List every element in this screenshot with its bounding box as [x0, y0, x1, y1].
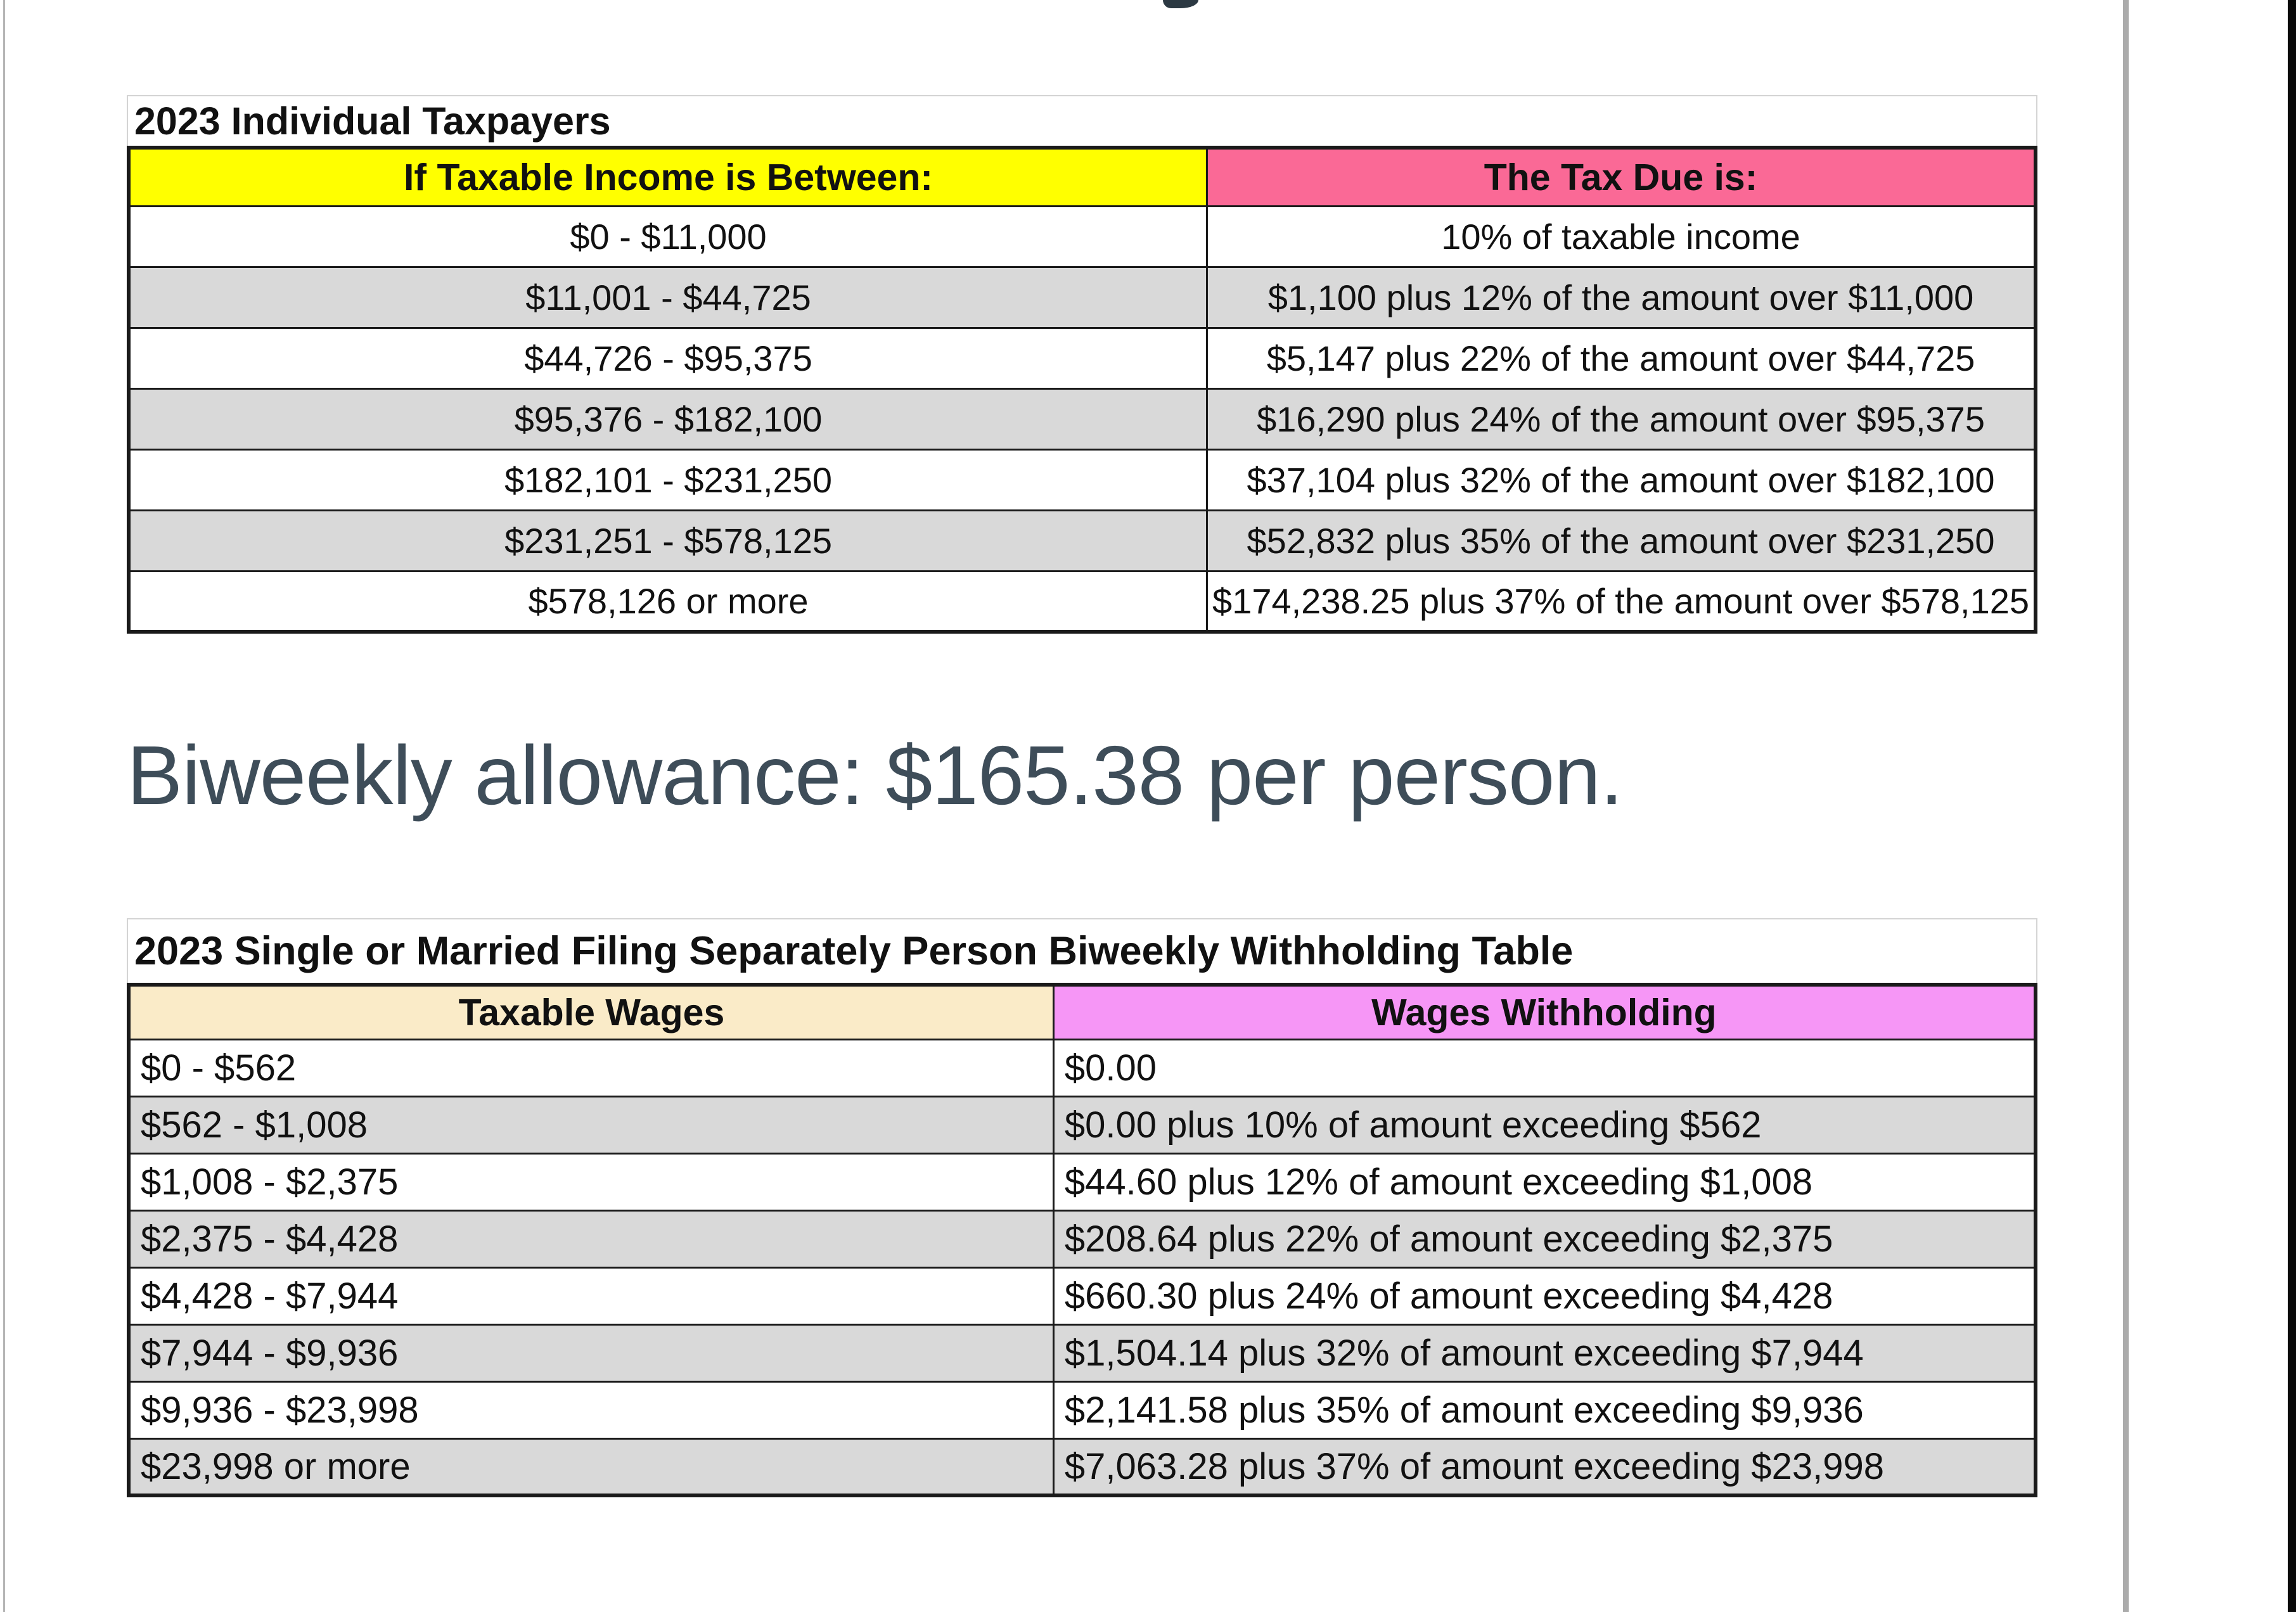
individual-tax-table-header: If Taxable Income is Between: The Tax Du… — [127, 146, 2037, 207]
column-header-taxable-income: If Taxable Income is Between: — [127, 146, 1209, 207]
table-cell: $23,998 or more — [127, 1437, 1055, 1497]
table-cell: $1,100 plus 12% of the amount over $11,0… — [1206, 265, 2037, 329]
table-row: $578,126 or more $174,238.25 plus 37% of … — [127, 570, 2037, 633]
column-header-taxable-wages: Taxable Wages — [127, 983, 1055, 1040]
table-cell: $37,104 plus 32% of the amount over $182… — [1206, 448, 2037, 511]
table-row: $7,944 - $9,936 $1,504.14 plus 32% of amo… — [127, 1323, 2037, 1383]
table-cell: $174,238.25 plus 37% of the amount over … — [1206, 570, 2037, 633]
table-row: $23,998 or more $7,063.28 plus 37% of amo… — [127, 1437, 2037, 1497]
table-row: $0 - $562 $0.00 — [127, 1038, 2037, 1097]
individual-tax-table: If Taxable Income is Between: The Tax Du… — [127, 146, 2037, 634]
table-cell: $44.60 plus 12% of amount exceeding $1,0… — [1052, 1152, 2037, 1212]
table-cell: $0.00 plus 10% of amount exceeding $562 — [1052, 1095, 2037, 1155]
table-cell: $44,726 - $95,375 — [127, 326, 1209, 390]
column-header-wages-withholding: Wages Withholding — [1052, 983, 2037, 1040]
cropped-heading-glyph-fragment — [1163, 0, 1198, 8]
table-cell: $4,428 - $7,944 — [127, 1266, 1055, 1326]
table-row: $231,251 - $578,125 $52,832 plus 35% of t… — [127, 509, 2037, 572]
table-cell: $1,008 - $2,375 — [127, 1152, 1055, 1212]
table-cell: $660.30 plus 24% of amount exceeding $4,… — [1052, 1266, 2037, 1326]
table-cell: $11,001 - $44,725 — [127, 265, 1209, 329]
table-cell: $5,147 plus 22% of the amount over $44,7… — [1206, 326, 2037, 390]
table-cell: $562 - $1,008 — [127, 1095, 1055, 1155]
table-cell: $52,832 plus 35% of the amount over $231… — [1206, 509, 2037, 572]
table-cell: 10% of taxable income — [1206, 205, 2037, 268]
table-row: $9,936 - $23,998 $2,141.58 plus 35% of am… — [127, 1380, 2037, 1440]
biweekly-allowance-heading: Biweekly allowance: $165.38 per person. — [127, 729, 1623, 822]
table-row: $11,001 - $44,725 $1,100 plus 12% of the … — [127, 265, 2037, 329]
table-row: $0 - $11,000 10% of taxable income — [127, 205, 2037, 268]
table-row: $562 - $1,008 $0.00 plus 10% of amount ex… — [127, 1095, 2037, 1155]
table-cell: $2,141.58 plus 35% of amount exceeding $… — [1052, 1380, 2037, 1440]
column-header-tax-due: The Tax Due is: — [1206, 146, 2037, 207]
table-row: $95,376 - $182,100 $16,290 plus 24% of th… — [127, 387, 2037, 451]
page-left-edge-line — [3, 0, 5, 1612]
table-cell: $578,126 or more — [127, 570, 1209, 633]
table-cell: $9,936 - $23,998 — [127, 1380, 1055, 1440]
individual-tax-table-body: $0 - $11,000 10% of taxable income $11,001… — [127, 205, 2037, 633]
table-row: $4,428 - $7,944 $660.30 plus 24% of amoun… — [127, 1266, 2037, 1326]
table-cell: $231,251 - $578,125 — [127, 509, 1209, 572]
withholding-table-header: Taxable Wages Wages Withholding — [127, 983, 2037, 1040]
window-right-edge-strip — [2288, 0, 2296, 1612]
table-row: $44,726 - $95,375 $5,147 plus 22% of the … — [127, 326, 2037, 390]
table-cell: $7,944 - $9,936 — [127, 1323, 1055, 1383]
table-cell: $0.00 — [1052, 1038, 2037, 1097]
table-cell: $7,063.28 plus 37% of amount exceeding $… — [1052, 1437, 2037, 1497]
table-cell: $16,290 plus 24% of the amount over $95,… — [1206, 387, 2037, 451]
table-cell: $2,375 - $4,428 — [127, 1209, 1055, 1269]
individual-tax-table-title: 2023 Individual Taxpayers — [127, 95, 2037, 146]
table-cell: $95,376 - $182,100 — [127, 387, 1209, 451]
table-row: $182,101 - $231,250 $37,104 plus 32% of t… — [127, 448, 2037, 511]
withholding-table-body: $0 - $562 $0.00 $562 - $1,008 $0.00 plus 10… — [127, 1038, 2037, 1497]
table-cell: $1,504.14 plus 32% of amount exceeding $… — [1052, 1323, 2037, 1383]
table-cell: $0 - $11,000 — [127, 205, 1209, 268]
table-cell: $182,101 - $231,250 — [127, 448, 1209, 511]
withholding-table: Taxable Wages Wages Withholding $0 - $56… — [127, 983, 2037, 1497]
withholding-table-title: 2023 Single or Married Filing Separately… — [127, 918, 2037, 983]
page-right-edge-line — [2123, 0, 2129, 1612]
table-cell: $0 - $562 — [127, 1038, 1055, 1097]
table-row: $1,008 - $2,375 $44.60 plus 12% of amount… — [127, 1152, 2037, 1212]
document-content: 2023 Individual Taxpayers If Taxable Inc… — [127, 95, 2037, 1497]
table-row: $2,375 - $4,428 $208.64 plus 22% of amoun… — [127, 1209, 2037, 1269]
table-cell: $208.64 plus 22% of amount exceeding $2,… — [1052, 1209, 2037, 1269]
